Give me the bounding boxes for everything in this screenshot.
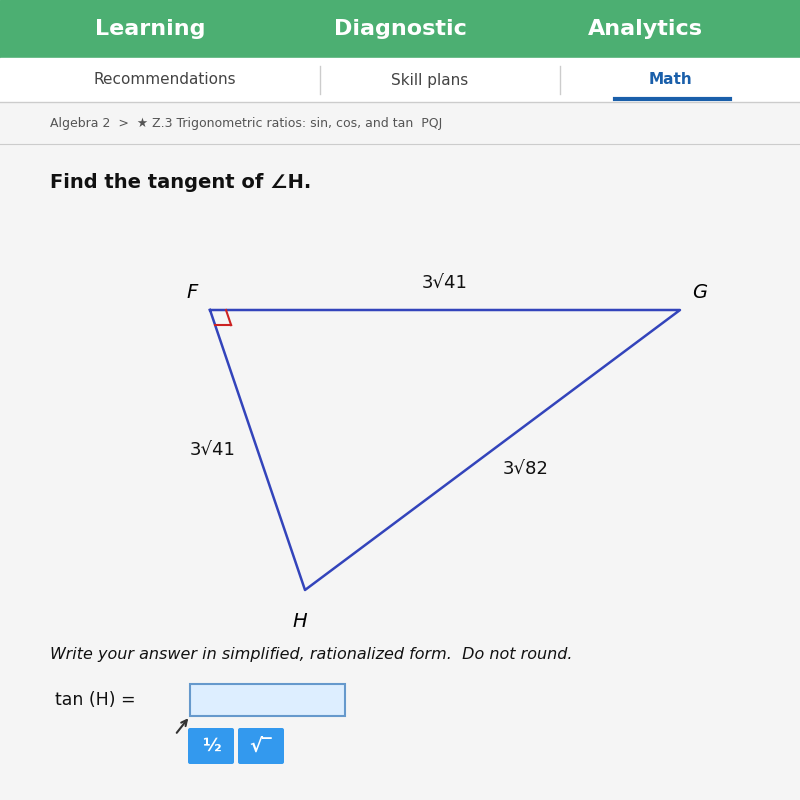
- Text: Find the tangent of ∠H.: Find the tangent of ∠H.: [50, 173, 311, 191]
- Text: Analytics: Analytics: [587, 19, 702, 39]
- FancyBboxPatch shape: [238, 728, 284, 764]
- Text: 3√41: 3√41: [422, 274, 468, 292]
- Text: Algebra 2  >  ★ Z.3 Trigonometric ratios: sin, cos, and tan  PQJ: Algebra 2 > ★ Z.3 Trigonometric ratios: …: [50, 118, 442, 130]
- Text: 3√82: 3√82: [502, 460, 548, 478]
- Text: Skill plans: Skill plans: [391, 73, 469, 87]
- Text: Diagnostic: Diagnostic: [334, 19, 466, 39]
- FancyBboxPatch shape: [188, 728, 234, 764]
- Bar: [0, 0, 800, 58]
- Text: G: G: [692, 283, 707, 302]
- Text: √‾: √‾: [250, 737, 272, 755]
- Text: ½: ½: [202, 737, 220, 755]
- Bar: [0, 58, 800, 102]
- Text: F: F: [186, 283, 198, 302]
- Text: Learning: Learning: [94, 19, 206, 39]
- Text: Write your answer in simplified, rationalized form.  Do not round.: Write your answer in simplified, rationa…: [50, 647, 573, 662]
- FancyBboxPatch shape: [190, 684, 345, 716]
- Text: tan (H) =: tan (H) =: [55, 691, 136, 709]
- Text: 3√41: 3√41: [190, 441, 235, 459]
- Text: Math: Math: [648, 73, 692, 87]
- Text: H: H: [293, 612, 307, 631]
- Text: Recommendations: Recommendations: [94, 73, 236, 87]
